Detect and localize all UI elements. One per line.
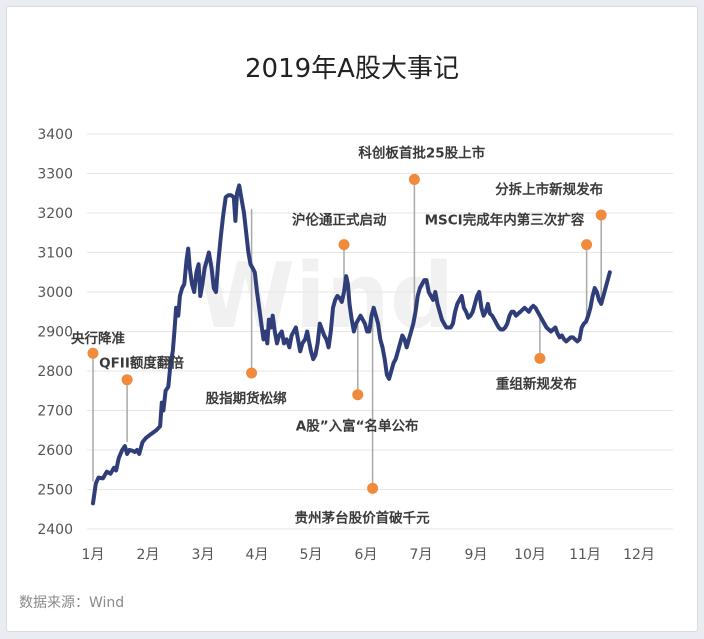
x-tick-label: 12月 (623, 547, 655, 563)
event-marker (352, 389, 364, 401)
event-label: 分拆上市新规发布 (495, 181, 603, 198)
x-tick-label: 7月 (410, 547, 433, 563)
y-tick-label: 2900 (37, 325, 73, 341)
event-marker (408, 173, 420, 185)
event-label: 科创板首批25股上市 (358, 144, 485, 161)
event-markers (87, 173, 607, 494)
event-label: 央行降准 (71, 330, 125, 347)
event-marker (367, 482, 379, 494)
y-tick-label: 3200 (37, 206, 73, 222)
x-tick-label: 2月 (137, 547, 160, 563)
y-tick-label: 2700 (37, 404, 73, 420)
event-label: QFII额度翻倍 (99, 355, 184, 372)
y-tick-label: 2500 (37, 483, 73, 499)
chart-card: Wind 2400 2500 2600 2700 2800 2900 3000 3100 320… (6, 6, 698, 632)
event-leader-lines (92, 179, 602, 489)
grid-lines (87, 133, 673, 530)
event-label: 重组新规发布 (496, 375, 577, 392)
line-chart: Wind 24002500260027002800290030003100320… (19, 54, 673, 611)
event-label: A股”入富“名单公布 (296, 418, 419, 435)
y-axis: 2400 2500 2600 2700 2800 2900 3000 3100 3200 3300… (37, 127, 73, 538)
x-tick-label: 3月 (192, 547, 215, 563)
event-label: MSCI完成年内第三次扩容 (425, 212, 585, 229)
x-tick-label: 5月 (300, 547, 323, 563)
source-note: 数据来源：Wind (19, 595, 124, 611)
x-tick-label: 11月 (569, 547, 601, 563)
event-label: 股指期货松绑 (206, 390, 287, 407)
x-tick-label: 9月 (465, 547, 488, 563)
x-tick-label: 1月 (82, 547, 105, 563)
y-tick-label: 3100 (37, 246, 73, 262)
x-tick-label: 6月 (355, 547, 378, 563)
y-tick-label: 2800 (37, 364, 73, 380)
event-marker (534, 352, 546, 364)
event-marker (87, 347, 99, 359)
chart-title: 2019年A股大事记 (245, 54, 459, 84)
event-marker (581, 239, 593, 251)
event-marker (338, 239, 350, 251)
y-tick-label: 3000 (37, 285, 73, 301)
event-label: 贵州茅台股价首破千元 (295, 509, 430, 526)
event-marker (121, 374, 133, 386)
event-marker (595, 209, 607, 221)
series-line (91, 183, 612, 506)
x-tick-label: 10月 (514, 547, 546, 563)
x-axis: 1月 2月 3月 4月 5月 6月 7月 9月 10月 11月 12月 (82, 547, 655, 563)
y-tick-label: 2400 (37, 522, 73, 538)
event-label: 沪伦通正式启动 (292, 212, 387, 229)
y-tick-label: 2600 (37, 443, 73, 459)
y-tick-label: 3300 (37, 167, 73, 183)
x-tick-label: 4月 (246, 547, 269, 563)
y-tick-label: 3400 (37, 127, 73, 143)
event-marker (246, 367, 258, 379)
